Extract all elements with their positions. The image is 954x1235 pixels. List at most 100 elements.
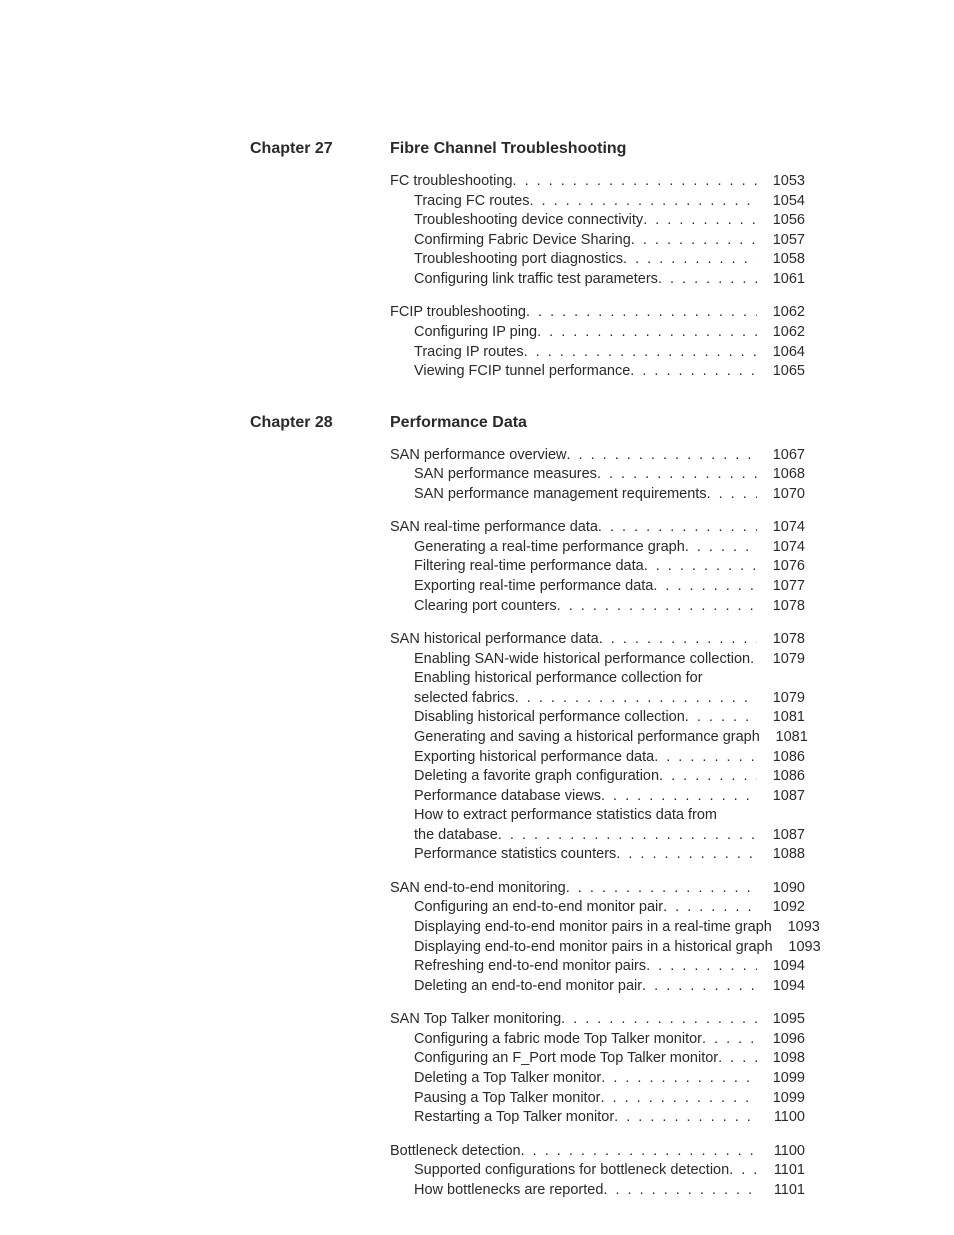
toc-section: SAN end-to-end monitoring1090Configuring… <box>390 879 805 996</box>
toc-entry-page: 1092 <box>757 898 805 918</box>
toc-entry: Exporting historical performance data108… <box>390 748 805 768</box>
toc-leader <box>659 767 757 787</box>
toc-leader <box>526 303 757 323</box>
toc-entry: Filtering real-time performance data 1076 <box>390 557 805 577</box>
toc-entry-title: the database <box>414 826 498 846</box>
toc-entry-page: 1099 <box>757 1069 805 1089</box>
toc-entry-title: Performance statistics counters <box>414 845 616 865</box>
toc-leader <box>599 630 757 650</box>
toc-entry-title: Deleting a Top Talker monitor <box>414 1069 601 1089</box>
toc-entry-title: Tracing IP routes <box>414 343 524 363</box>
toc-section: SAN performance overview1067SAN performa… <box>390 446 805 505</box>
toc-entry-page: 1094 <box>757 977 805 997</box>
toc-entry-page: 1090 <box>757 879 805 899</box>
toc-entry-page: 1076 <box>757 557 805 577</box>
toc-section: SAN historical performance data 1078 Enabl… <box>390 630 805 865</box>
toc-leader <box>642 977 757 997</box>
toc-leader <box>729 1161 757 1181</box>
toc-entry-title: SAN performance overview <box>390 446 567 466</box>
toc-entry-title: Configuring a fabric mode Top Talker mon… <box>414 1030 702 1050</box>
toc-leader <box>644 557 757 577</box>
toc-section: Bottleneck detection1100Supported config… <box>390 1142 805 1201</box>
toc-entry: Pausing a Top Talker monitor1099 <box>390 1089 805 1109</box>
toc-entry: SAN performance management requirements1… <box>390 485 805 505</box>
toc-entry-page: 1078 <box>757 630 805 650</box>
toc-leader <box>521 1142 757 1162</box>
toc-entry: FCIP troubleshooting 1062 <box>390 303 805 323</box>
toc-leader <box>654 748 757 768</box>
toc-entry-page: 1068 <box>757 465 805 485</box>
toc-entry: Tracing FC routes1054 <box>390 192 805 212</box>
toc-leader <box>658 270 757 290</box>
toc-entry: Generating and saving a historical perfo… <box>390 728 805 748</box>
toc-entry-title: Displaying end-to-end monitor pairs in a… <box>414 918 772 938</box>
toc-section: SAN Top Talker monitoring1095Configuring… <box>390 1010 805 1127</box>
toc-entry-page: 1100 <box>757 1108 805 1128</box>
toc-leader <box>616 845 757 865</box>
toc-leader <box>561 1010 757 1030</box>
toc-entry-title: Configuring an F_Port mode Top Talker mo… <box>414 1049 718 1069</box>
toc-leader <box>630 362 757 382</box>
toc-entry-title: Generating and saving a historical perfo… <box>414 728 760 748</box>
toc-entry: Configuring link traffic test parameters… <box>390 270 805 290</box>
toc-entry-page: 1062 <box>757 323 805 343</box>
toc-entry: How bottlenecks are reported1101 <box>390 1181 805 1201</box>
toc-entry: Enabling historical performance collecti… <box>390 669 805 689</box>
toc-leader <box>537 323 757 343</box>
chapter-label: Chapter 28 <box>250 414 390 432</box>
toc-entry: Performance statistics counters1088 <box>390 845 805 865</box>
chapter-title: Fibre Channel Troubleshooting <box>390 140 626 158</box>
toc-entry-page: 1087 <box>757 787 805 807</box>
toc-entry: the database1087 <box>390 826 805 846</box>
toc-leader <box>597 465 757 485</box>
toc-leader <box>653 577 757 597</box>
toc-entry-page: 1061 <box>757 270 805 290</box>
toc-entry-title: Configuring an end-to-end monitor pair <box>414 898 663 918</box>
toc-entry: SAN performance measures1068 <box>390 465 805 485</box>
toc-entry-title: Generating a real-time performance graph <box>414 538 685 558</box>
toc-entry: Deleting a favorite graph configuration1… <box>390 767 805 787</box>
toc-entry-title: Disabling historical performance collect… <box>414 708 685 728</box>
toc-entry-title: Restarting a Top Talker monitor <box>414 1108 614 1128</box>
toc-section: FCIP troubleshooting1062Configuring IP p… <box>390 303 805 381</box>
toc-entry-page: 1101 <box>757 1181 805 1201</box>
toc-entry-page: 1077 <box>757 577 805 597</box>
toc-entry-title: SAN real-time performance data <box>390 518 598 538</box>
toc-entry-page: 1057 <box>757 231 805 251</box>
toc-entry: SAN historical performance data 1078 <box>390 630 805 650</box>
toc-entry: Viewing FCIP tunnel performance1065 <box>390 362 805 382</box>
toc-entry-title: Filtering real-time performance data <box>414 557 644 577</box>
toc-leader <box>515 689 757 709</box>
toc-leader <box>524 343 757 363</box>
toc-entry-page: 1079 <box>757 689 805 709</box>
toc-entry-page: 1067 <box>757 446 805 466</box>
toc-leader <box>601 1069 757 1089</box>
toc-entry-title: Displaying end-to-end monitor pairs in a… <box>414 938 773 958</box>
toc-entry: SAN end-to-end monitoring1090 <box>390 879 805 899</box>
toc-leader <box>643 211 757 231</box>
toc-entry: Enabling SAN-wide historical performance… <box>390 650 805 670</box>
toc-leader <box>600 1089 757 1109</box>
toc-entry-page: 1095 <box>757 1010 805 1030</box>
toc-entry-title: Enabling historical performance collecti… <box>414 669 703 689</box>
toc-entry-title: SAN historical performance data <box>390 630 599 650</box>
toc-leader <box>750 650 757 670</box>
toc-entry: Refreshing end-to-end monitor pairs 1094 <box>390 957 805 977</box>
toc-entry-page: 1074 <box>757 538 805 558</box>
toc-entry-page: 1093 <box>772 918 820 938</box>
toc-entry-title: Configuring IP ping <box>414 323 537 343</box>
toc-entry-title: Enabling SAN-wide historical performance… <box>414 650 750 670</box>
toc-entry-page: 1062 <box>757 303 805 323</box>
toc-leader <box>567 446 758 466</box>
toc-entry-page: 1101 <box>757 1161 805 1181</box>
toc-entry-page: 1081 <box>760 728 808 748</box>
toc-entry-title: FC troubleshooting <box>390 172 513 192</box>
toc-entry: Generating a real-time performance graph… <box>390 538 805 558</box>
toc-entry-title: FCIP troubleshooting <box>390 303 526 323</box>
toc-entry-page: 1078 <box>757 597 805 617</box>
toc-entry-page: 1086 <box>757 748 805 768</box>
toc-leader <box>614 1108 757 1128</box>
toc-entry: Configuring IP ping 1062 <box>390 323 805 343</box>
toc-entry-title: Refreshing end-to-end monitor pairs <box>414 957 646 977</box>
toc-entry-page: 1094 <box>757 957 805 977</box>
